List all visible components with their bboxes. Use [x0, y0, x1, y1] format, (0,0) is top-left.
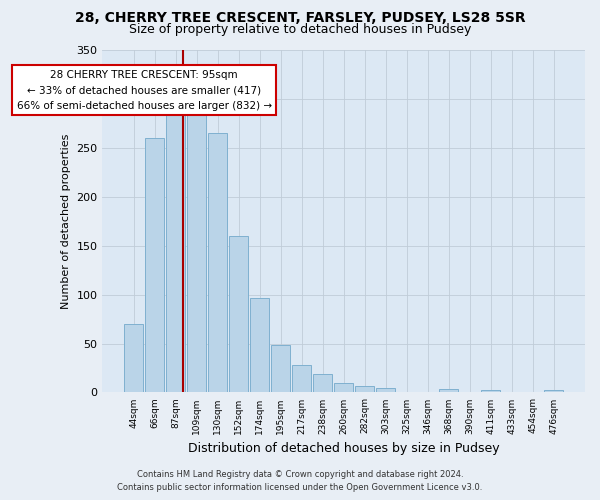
Bar [124, 324, 143, 392]
Text: Size of property relative to detached houses in Pudsey: Size of property relative to detached ho… [129, 22, 471, 36]
Bar [481, 390, 500, 392]
Y-axis label: Number of detached properties: Number of detached properties [61, 134, 71, 309]
Text: Contains HM Land Registry data © Crown copyright and database right 2024.
Contai: Contains HM Land Registry data © Crown c… [118, 470, 482, 492]
Bar [544, 390, 563, 392]
X-axis label: Distribution of detached houses by size in Pudsey: Distribution of detached houses by size … [188, 442, 499, 455]
Text: 28 CHERRY TREE CRESCENT: 95sqm
← 33% of detached houses are smaller (417)
66% of: 28 CHERRY TREE CRESCENT: 95sqm ← 33% of … [17, 70, 272, 111]
Bar [187, 106, 206, 393]
Bar [271, 346, 290, 393]
Bar [229, 236, 248, 392]
Bar [166, 106, 185, 393]
Bar [313, 374, 332, 392]
Bar [250, 298, 269, 392]
Bar [376, 388, 395, 392]
Bar [292, 365, 311, 392]
Bar [355, 386, 374, 392]
Bar [145, 138, 164, 392]
Bar [439, 390, 458, 392]
Text: 28, CHERRY TREE CRESCENT, FARSLEY, PUDSEY, LS28 5SR: 28, CHERRY TREE CRESCENT, FARSLEY, PUDSE… [74, 11, 526, 25]
Bar [208, 133, 227, 392]
Bar [334, 382, 353, 392]
